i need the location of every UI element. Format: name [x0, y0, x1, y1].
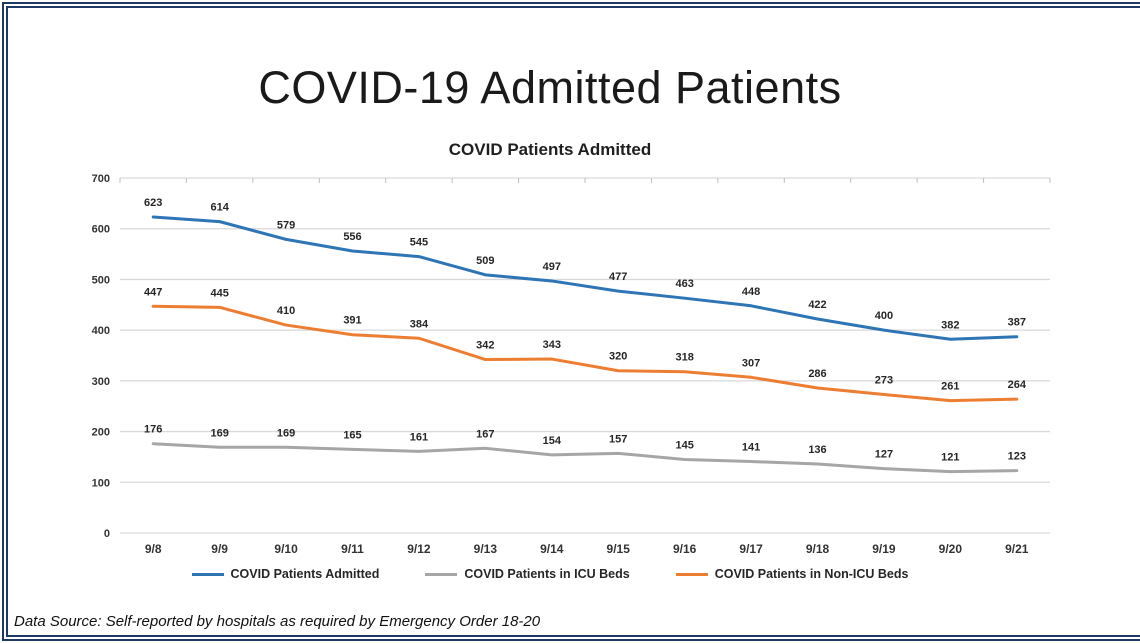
data-label: 320 — [609, 351, 627, 363]
legend-item-non-icu: COVID Patients in Non-ICU Beds — [675, 567, 909, 581]
data-label: 169 — [277, 427, 295, 439]
svg-text:400: 400 — [92, 325, 110, 337]
data-label: 273 — [875, 375, 893, 387]
data-label: 136 — [808, 444, 826, 456]
svg-text:0: 0 — [104, 528, 110, 540]
data-label: 422 — [808, 299, 826, 311]
data-label: 579 — [277, 219, 295, 231]
data-label: 497 — [543, 261, 561, 273]
data-label: 384 — [410, 318, 429, 330]
svg-text:9/11: 9/11 — [341, 542, 364, 556]
svg-text:9/21: 9/21 — [1005, 542, 1029, 556]
data-label: 343 — [543, 339, 561, 351]
svg-text:9/13: 9/13 — [474, 542, 498, 556]
data-label: 167 — [476, 428, 494, 440]
svg-text:200: 200 — [92, 427, 110, 439]
svg-text:9/12: 9/12 — [407, 542, 431, 556]
series-line — [151, 442, 1019, 474]
chart-title: COVID Patients Admitted — [448, 140, 652, 159]
legend-item-icu: COVID Patients in ICU Beds — [425, 567, 630, 581]
x-axis-labels: 9/8 9/9 9/10 9/11 9/12 9/13 9/14 9/15 9/16 9/17 9/… — [145, 542, 1029, 556]
series-covid-patients-in-icu-beds: 176 169 169 165 161 167 154 157 145 141 136 127 121 1… — [144, 424, 1026, 474]
data-label: 545 — [410, 237, 428, 249]
data-label: 445 — [210, 287, 228, 299]
data-label: 169 — [210, 427, 228, 439]
data-label: 307 — [742, 357, 760, 369]
data-label: 556 — [343, 231, 361, 243]
data-label: 400 — [875, 310, 893, 322]
legend-item-admitted: COVID Patients Admitted — [191, 567, 380, 581]
svg-text:9/19: 9/19 — [872, 542, 896, 556]
svg-text:9/16: 9/16 — [673, 542, 697, 556]
data-label: 141 — [742, 441, 760, 453]
legend-label-icu: COVID Patients in ICU Beds — [464, 567, 630, 581]
data-label: 121 — [941, 452, 959, 464]
svg-text:9/10: 9/10 — [274, 542, 298, 556]
legend-swatch-non-icu — [675, 572, 708, 576]
data-label: 286 — [808, 368, 826, 380]
data-label: 342 — [476, 340, 494, 352]
data-label: 463 — [675, 278, 693, 290]
legend-swatch-icu — [425, 572, 458, 576]
svg-text:9/9: 9/9 — [211, 542, 228, 556]
chart-legend: COVID Patients Admitted COVID Patients i… — [0, 567, 1100, 581]
data-label: 318 — [675, 352, 693, 364]
series-covid-patients-in-non-icu-beds: 447 445 410 391 384 342 343 320 318 307 286 273 261 2… — [144, 286, 1027, 403]
data-label: 410 — [277, 305, 295, 317]
data-label: 391 — [343, 315, 361, 327]
legend-swatch-admitted — [191, 572, 224, 576]
svg-text:100: 100 — [92, 477, 110, 489]
svg-text:9/18: 9/18 — [806, 542, 830, 556]
svg-text:600: 600 — [92, 224, 110, 236]
svg-text:9/8: 9/8 — [145, 542, 162, 556]
svg-text:500: 500 — [92, 274, 110, 286]
data-label: 614 — [210, 202, 229, 214]
data-label: 157 — [609, 433, 627, 445]
data-source-note: Data Source: Self-reported by hospitals … — [14, 613, 541, 630]
svg-text:300: 300 — [92, 376, 110, 388]
data-label: 447 — [144, 286, 162, 298]
data-label: 509 — [476, 255, 494, 267]
data-label: 127 — [875, 449, 893, 461]
data-label: 123 — [1008, 451, 1026, 463]
y-axis-labels: 0 100 200 300 400 500 600 700 — [92, 173, 110, 540]
data-label: 176 — [144, 424, 162, 436]
page-title: COVID-19 Admitted Patients — [258, 62, 842, 113]
series-line — [151, 304, 1019, 403]
data-label: 387 — [1008, 317, 1026, 329]
data-label: 623 — [144, 197, 162, 209]
svg-text:9/15: 9/15 — [607, 542, 631, 556]
svg-text:9/17: 9/17 — [739, 542, 763, 556]
data-label: 161 — [410, 431, 428, 443]
data-label: 264 — [1008, 379, 1027, 391]
data-label: 145 — [675, 439, 693, 451]
series-covid-patients-admitted: 623 614 579 556 545 509 497 477 463 448 422 400 382 3… — [144, 197, 1026, 341]
svg-text:700: 700 — [92, 173, 110, 185]
top-axis-ticks — [119, 178, 1051, 183]
data-label: 448 — [742, 286, 760, 298]
svg-text:9/14: 9/14 — [540, 542, 564, 556]
data-label: 165 — [343, 429, 361, 441]
data-label: 154 — [543, 435, 562, 447]
data-label: 382 — [941, 319, 959, 331]
legend-label-non-icu: COVID Patients in Non-ICU Beds — [714, 567, 909, 581]
data-label: 261 — [941, 381, 959, 393]
series-line — [151, 215, 1019, 341]
svg-text:9/20: 9/20 — [939, 542, 963, 556]
legend-label-admitted: COVID Patients Admitted — [230, 567, 380, 581]
data-label: 477 — [609, 271, 627, 283]
